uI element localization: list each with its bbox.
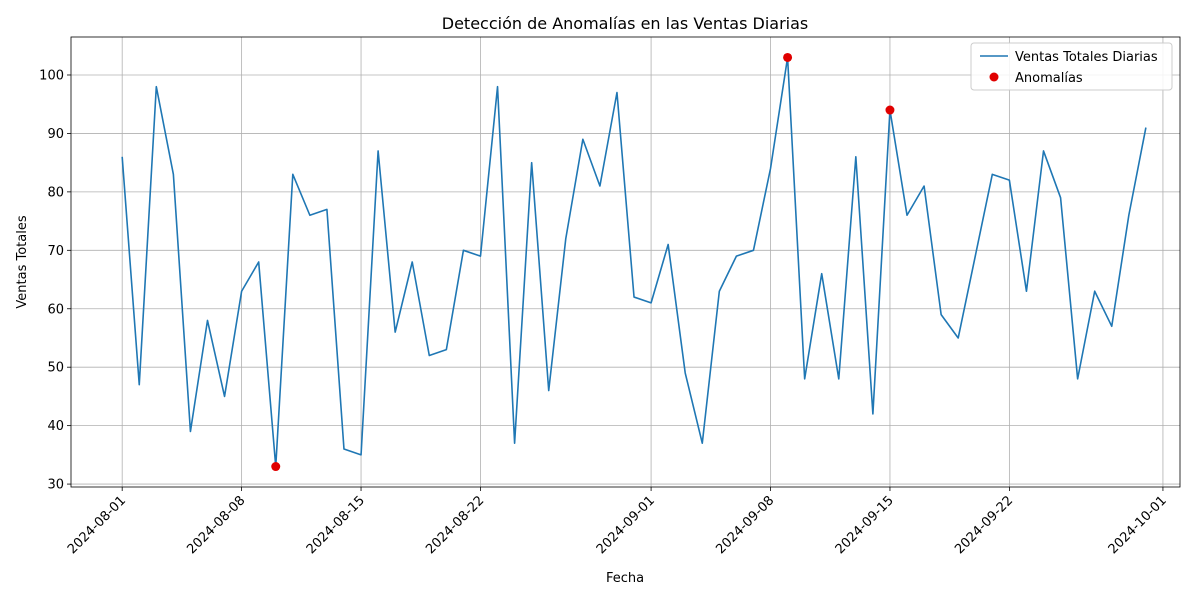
legend-box: [970, 42, 1173, 91]
y-tick-label: 70: [47, 244, 64, 259]
legend: Ventas Totales Diarias Anomalías: [970, 42, 1173, 91]
x-tick-label: 2024-08-15: [304, 493, 368, 557]
axes-frame: [70, 36, 1181, 488]
x-tick-label: 2024-09-01: [594, 493, 658, 557]
y-tick-label: 60: [47, 302, 64, 317]
y-tick-label: 100: [39, 68, 64, 83]
anomaly-point: [885, 105, 895, 115]
x-tick-label: 2024-08-08: [184, 493, 248, 557]
x-axis-title: Fecha: [606, 571, 644, 586]
x-axis-ticks: 2024-08-01 2024-08-08 2024-08-15 2024-08-22…: [65, 487, 1170, 557]
legend-label-anomalies: Anomalías: [1015, 71, 1083, 86]
plot-frame: [70, 36, 1181, 488]
anomaly-point: [783, 52, 793, 62]
legend-label-sales: Ventas Totales Diarias: [1015, 50, 1158, 65]
grid: [71, 37, 1180, 487]
x-tick-label: 2024-09-22: [952, 493, 1016, 557]
x-tick-label: 2024-10-01: [1106, 493, 1170, 557]
y-tick-label: 90: [47, 127, 64, 142]
y-tick-label: 80: [47, 185, 64, 200]
sales-line: [121, 56, 1147, 468]
y-tick-label: 30: [47, 478, 64, 493]
x-tick-label: 2024-08-22: [423, 493, 487, 557]
legend-dot-swatch: [989, 72, 999, 82]
x-tick-label: 2024-08-01: [65, 493, 129, 557]
y-axis-title: Ventas Totales: [15, 215, 30, 308]
y-tick-label: 50: [47, 361, 64, 376]
line-series: [121, 56, 1147, 468]
y-tick-label: 40: [47, 419, 64, 434]
y-axis-ticks: 30 40 50 60 70 80 90 100: [39, 68, 71, 493]
x-tick-label: 2024-09-08: [713, 493, 777, 557]
chart-title: Detección de Anomalías en las Ventas Dia…: [442, 14, 808, 33]
scatter-series: [271, 52, 895, 472]
x-tick-label: 2024-09-15: [833, 493, 897, 557]
anomaly-point: [271, 462, 281, 472]
